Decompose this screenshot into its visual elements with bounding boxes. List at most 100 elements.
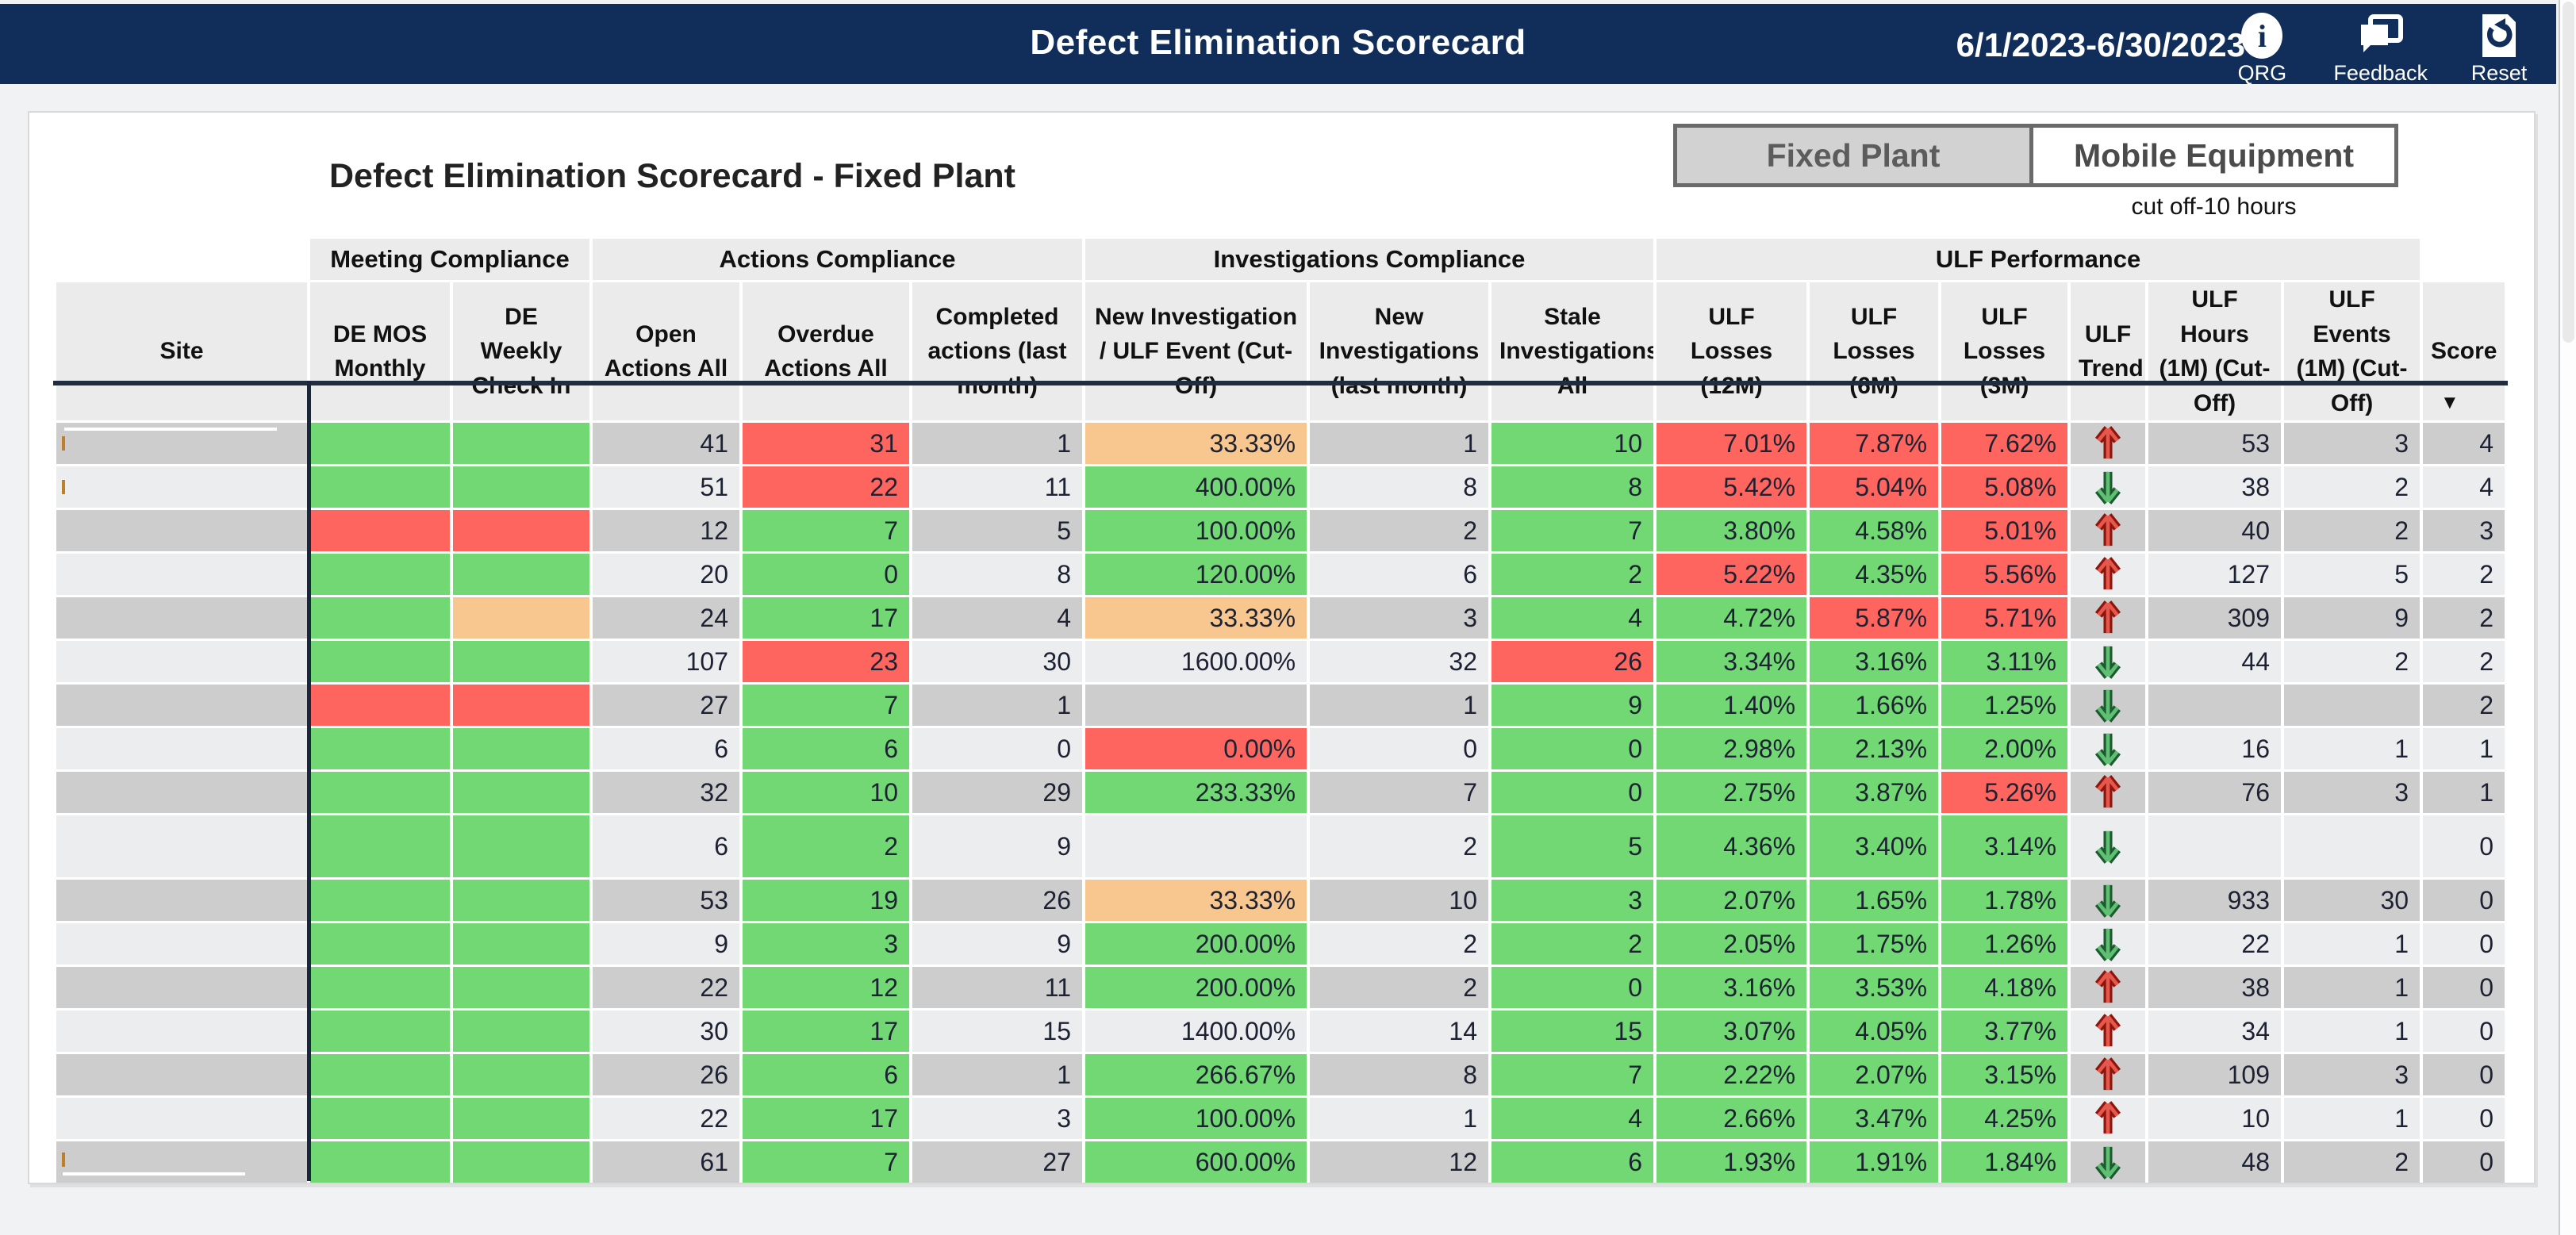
overdue-actions-cell[interactable]: 10	[743, 772, 909, 813]
ulf-trend-cell[interactable]	[2071, 685, 2146, 726]
de-mos-cell[interactable]	[310, 967, 450, 1008]
ulf-losses-12m-cell[interactable]: 3.07%	[1657, 1011, 1807, 1052]
de-weekly-cell[interactable]	[453, 880, 589, 921]
new-investigations-cell[interactable]: 32	[1310, 641, 1489, 682]
de-weekly-cell[interactable]	[453, 423, 589, 464]
open-actions-cell[interactable]: 27	[593, 685, 739, 726]
de-weekly-cell[interactable]	[453, 967, 589, 1008]
de-weekly-cell[interactable]	[453, 554, 589, 595]
ulf-losses-3m-cell[interactable]: 7.62%	[1941, 423, 2068, 464]
site-cell[interactable]	[56, 510, 307, 551]
score-cell[interactable]: 2	[2423, 554, 2505, 595]
ulf-events-cell[interactable]: 2	[2284, 641, 2421, 682]
site-cell[interactable]	[56, 641, 307, 682]
overdue-actions-cell[interactable]: 7	[743, 685, 909, 726]
ulf-losses-3m-cell[interactable]: 1.84%	[1941, 1141, 2068, 1183]
ulf-trend-cell[interactable]	[2071, 967, 2146, 1008]
open-actions-cell[interactable]: 53	[593, 880, 739, 921]
score-cell[interactable]: 0	[2423, 1098, 2505, 1139]
new-investigations-cell[interactable]: 1	[1310, 685, 1489, 726]
stale-investigations-cell[interactable]: 0	[1491, 967, 1654, 1008]
new-investigations-cell[interactable]: 0	[1310, 728, 1489, 769]
stale-investigations-cell[interactable]: 4	[1491, 597, 1654, 639]
new-investigation-pct-cell[interactable]	[1085, 685, 1307, 726]
new-investigations-cell[interactable]: 6	[1310, 554, 1489, 595]
ulf-losses-3m-cell[interactable]: 2.00%	[1941, 728, 2068, 769]
ulf-losses-3m-cell[interactable]: 5.71%	[1941, 597, 2068, 639]
ulf-losses-3m-cell[interactable]: 3.77%	[1941, 1011, 2068, 1052]
new-investigation-pct-cell[interactable]: 233.33%	[1085, 772, 1307, 813]
column-header-ulf-losses-6m[interactable]: ULF Losses (6M)	[1810, 282, 1939, 420]
site-cell[interactable]	[56, 728, 307, 769]
de-weekly-cell[interactable]	[453, 1141, 589, 1183]
ulf-trend-cell[interactable]	[2071, 772, 2146, 813]
ulf-losses-3m-cell[interactable]: 1.25%	[1941, 685, 2068, 726]
ulf-losses-6m-cell[interactable]: 1.91%	[1810, 1141, 1939, 1183]
ulf-hours-cell[interactable]	[2148, 685, 2282, 726]
site-cell[interactable]	[56, 685, 307, 726]
de-weekly-cell[interactable]	[453, 510, 589, 551]
completed-actions-cell[interactable]: 9	[912, 815, 1083, 877]
ulf-hours-cell[interactable]: 38	[2148, 466, 2282, 508]
ulf-losses-6m-cell[interactable]: 1.75%	[1810, 923, 1939, 965]
site-cell[interactable]	[56, 466, 307, 508]
completed-actions-cell[interactable]: 8	[912, 554, 1083, 595]
ulf-losses-12m-cell[interactable]: 2.75%	[1657, 772, 1807, 813]
stale-investigations-cell[interactable]: 4	[1491, 1098, 1654, 1139]
ulf-losses-3m-cell[interactable]: 1.26%	[1941, 923, 2068, 965]
ulf-losses-12m-cell[interactable]: 1.40%	[1657, 685, 1807, 726]
de-mos-cell[interactable]	[310, 685, 450, 726]
ulf-losses-12m-cell[interactable]: 2.07%	[1657, 880, 1807, 921]
new-investigation-pct-cell[interactable]: 33.33%	[1085, 423, 1307, 464]
overdue-actions-cell[interactable]: 31	[743, 423, 909, 464]
new-investigations-cell[interactable]: 2	[1310, 967, 1489, 1008]
ulf-losses-6m-cell[interactable]: 5.87%	[1810, 597, 1939, 639]
new-investigation-pct-cell[interactable]: 400.00%	[1085, 466, 1307, 508]
site-cell[interactable]	[56, 967, 307, 1008]
open-actions-cell[interactable]: 6	[593, 815, 739, 877]
ulf-losses-6m-cell[interactable]: 2.07%	[1810, 1054, 1939, 1095]
site-cell[interactable]	[56, 1054, 307, 1095]
stale-investigations-cell[interactable]: 6	[1491, 1141, 1654, 1183]
tab-fixed-plant[interactable]: Fixed Plant	[1677, 128, 2029, 183]
ulf-losses-6m-cell[interactable]: 3.40%	[1810, 815, 1939, 877]
stale-investigations-cell[interactable]: 15	[1491, 1011, 1654, 1052]
ulf-trend-cell[interactable]	[2071, 728, 2146, 769]
ulf-hours-cell[interactable]: 53	[2148, 423, 2282, 464]
ulf-losses-12m-cell[interactable]: 2.05%	[1657, 923, 1807, 965]
new-investigation-pct-cell[interactable]: 33.33%	[1085, 597, 1307, 639]
site-cell[interactable]	[56, 423, 307, 464]
open-actions-cell[interactable]: 41	[593, 423, 739, 464]
new-investigation-pct-cell[interactable]: 0.00%	[1085, 728, 1307, 769]
new-investigations-cell[interactable]: 8	[1310, 466, 1489, 508]
column-header-ulf-trend[interactable]: ULF Trend	[2071, 282, 2146, 420]
score-cell[interactable]: 1	[2423, 772, 2505, 813]
ulf-losses-3m-cell[interactable]: 3.15%	[1941, 1054, 2068, 1095]
ulf-losses-6m-cell[interactable]: 7.87%	[1810, 423, 1939, 464]
overdue-actions-cell[interactable]: 22	[743, 466, 909, 508]
feedback-button[interactable]: Feedback	[2333, 12, 2428, 86]
ulf-hours-cell[interactable]	[2148, 815, 2282, 877]
ulf-hours-cell[interactable]: 22	[2148, 923, 2282, 965]
completed-actions-cell[interactable]: 15	[912, 1011, 1083, 1052]
ulf-events-cell[interactable]: 30	[2284, 880, 2421, 921]
open-actions-cell[interactable]: 32	[593, 772, 739, 813]
column-header-score[interactable]: Score ▼	[2423, 282, 2505, 420]
ulf-trend-cell[interactable]	[2071, 1098, 2146, 1139]
de-mos-cell[interactable]	[310, 1054, 450, 1095]
column-header-new-investigations[interactable]: New Investigations (last month)	[1310, 282, 1489, 420]
column-header-de-weekly[interactable]: DE Weekly Check In	[453, 282, 589, 420]
completed-actions-cell[interactable]: 1	[912, 685, 1083, 726]
overdue-actions-cell[interactable]: 7	[743, 510, 909, 551]
ulf-events-cell[interactable]: 2	[2284, 510, 2421, 551]
open-actions-cell[interactable]: 20	[593, 554, 739, 595]
stale-investigations-cell[interactable]: 2	[1491, 554, 1654, 595]
new-investigations-cell[interactable]: 1	[1310, 423, 1489, 464]
overdue-actions-cell[interactable]: 6	[743, 1054, 909, 1095]
score-cell[interactable]: 2	[2423, 641, 2505, 682]
ulf-losses-3m-cell[interactable]: 4.18%	[1941, 967, 2068, 1008]
score-cell[interactable]: 4	[2423, 423, 2505, 464]
site-cell[interactable]	[56, 554, 307, 595]
score-cell[interactable]: 0	[2423, 1011, 2505, 1052]
new-investigations-cell[interactable]: 7	[1310, 772, 1489, 813]
